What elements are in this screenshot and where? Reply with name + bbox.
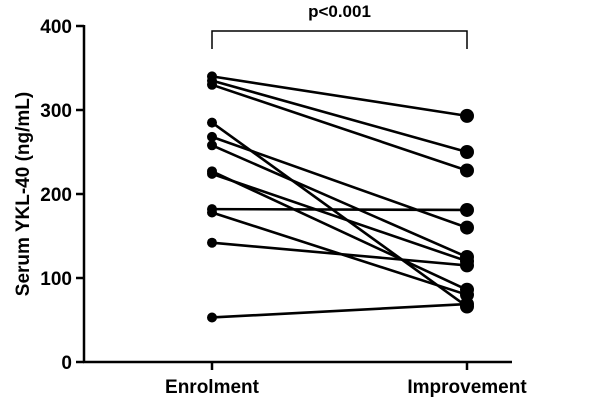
enrolment-point <box>207 207 217 218</box>
pair-line <box>211 241 468 267</box>
subject-pair <box>207 237 474 273</box>
improvement-point <box>460 297 474 312</box>
improvement-point <box>460 220 474 235</box>
pair-line <box>211 207 468 212</box>
pair-line <box>211 172 468 263</box>
x-category-label: Enrolment <box>165 377 260 398</box>
improvement-point <box>460 145 474 159</box>
pair-line <box>211 79 468 154</box>
subject-pair <box>207 79 474 178</box>
improvement-point <box>460 258 474 273</box>
pair-line <box>211 302 468 319</box>
improvement-point <box>460 108 474 123</box>
y-ticks: 0 100 200 300 400 <box>40 17 84 374</box>
paired-series <box>207 71 474 323</box>
improvement-point <box>460 163 474 178</box>
x-ticks: Enrolment Improvement <box>165 362 527 398</box>
pair-line <box>211 170 468 291</box>
significance-bracket <box>211 30 468 49</box>
subject-pair <box>207 202 474 217</box>
enrolment-point <box>207 131 217 142</box>
y-tick-label: 100 <box>40 269 72 290</box>
y-tick-label: 300 <box>40 101 72 122</box>
enrolment-point <box>207 168 217 179</box>
y-axis: 0 100 200 300 400 <box>40 17 86 374</box>
enrolment-point <box>207 237 217 248</box>
pair-line <box>211 75 468 118</box>
pair-line <box>211 144 468 259</box>
subject-pair <box>207 131 474 235</box>
x-category-label: Improvement <box>407 377 527 398</box>
y-tick-label: 200 <box>40 185 72 206</box>
enrolment-point <box>207 79 217 90</box>
enrolment-point <box>207 117 217 128</box>
significance-label: p<0.001 <box>308 2 371 21</box>
pair-line <box>211 83 468 172</box>
improvement-point <box>460 202 474 217</box>
x-axis: Enrolment Improvement <box>83 360 527 398</box>
enrolment-point <box>207 140 217 151</box>
y-axis-label: Serum YKL-40 (ng/mL) <box>13 92 34 296</box>
y-tick-label: 0 <box>61 353 72 374</box>
significance-annotation: p<0.001 <box>211 2 468 49</box>
y-tick-label: 400 <box>40 17 72 38</box>
pair-line <box>211 135 468 229</box>
enrolment-point <box>207 312 217 323</box>
subject-pair <box>207 297 474 323</box>
